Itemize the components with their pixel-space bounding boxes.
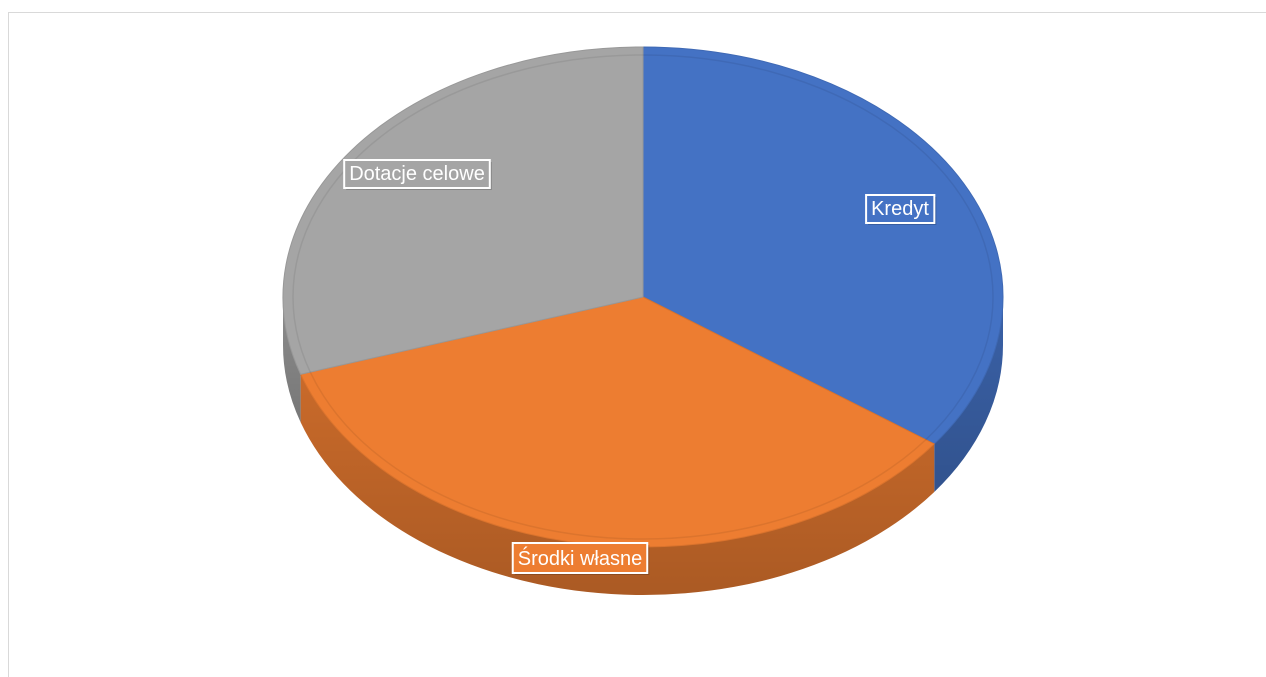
data-label-kredyt: Kredyt xyxy=(865,194,937,225)
data-label-box xyxy=(343,159,491,189)
data-label-text: Kredyt xyxy=(871,198,929,220)
pie-slice-kredyt[interactable] xyxy=(642,46,1004,445)
pie-tops xyxy=(282,46,1004,548)
data-label-środki-własne: Środki własne xyxy=(511,542,650,575)
pie-slice-dotacje-celowe[interactable] xyxy=(282,46,644,375)
pie-side-shade-1 xyxy=(300,374,935,595)
pie-side-shade-0 xyxy=(934,297,1003,492)
data-label-box xyxy=(865,194,936,224)
data-label-text: Środki własne xyxy=(518,546,643,570)
pie-bevel-rim xyxy=(292,54,994,540)
data-labels: Kredyt Środki własne Dotacje celowe xyxy=(343,159,937,575)
data-label-text: Dotacje celowe xyxy=(349,163,485,185)
pie-sides xyxy=(283,297,1003,595)
pie-side-shade-2 xyxy=(283,297,301,423)
data-label-dotacje-celowe: Dotacje celowe xyxy=(343,159,492,190)
data-label-box xyxy=(511,542,649,574)
